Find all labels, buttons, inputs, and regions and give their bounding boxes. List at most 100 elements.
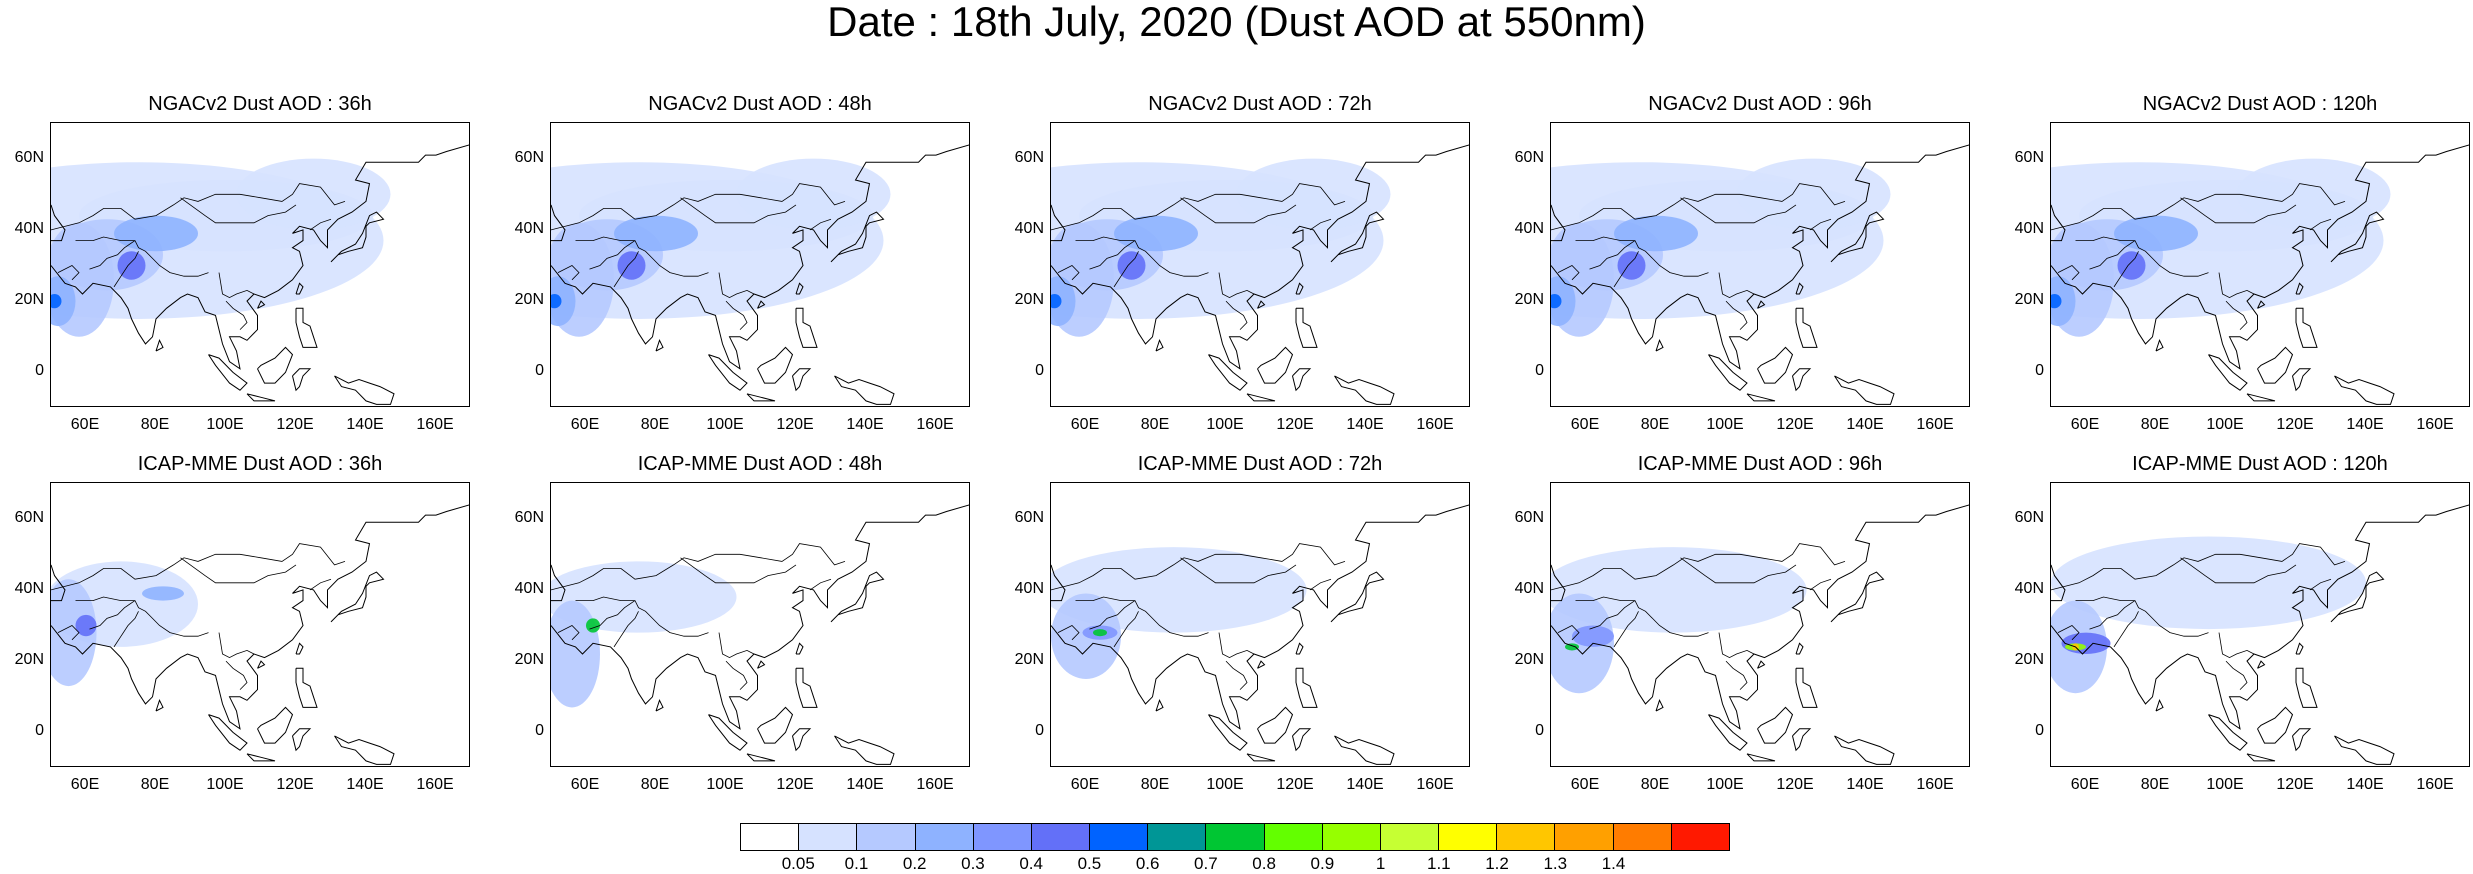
- island-outline: [792, 728, 812, 752]
- lon-tick-label: 60E: [2070, 776, 2100, 793]
- panel-title: NGACv2 Dust AOD : 48h: [648, 93, 872, 115]
- country-border: [1075, 236, 1209, 277]
- map-canvas: [50, 122, 470, 407]
- island-outline: [2257, 706, 2294, 744]
- island-outline: [334, 735, 395, 765]
- country-border: [589, 600, 636, 630]
- lat-tick-label: 60N: [514, 508, 544, 526]
- country-border: [725, 300, 748, 330]
- country-border: [2180, 557, 2297, 584]
- island-outline: [1708, 354, 1748, 391]
- country-border: [2218, 272, 2255, 299]
- colorbar-swatch: [1613, 824, 1672, 850]
- country-border: [1575, 596, 1709, 637]
- island-outline: [2295, 282, 2304, 295]
- lon-tick-label: 120E: [1776, 416, 1814, 433]
- colorbar: [740, 823, 1730, 851]
- country-border: [2180, 197, 2297, 224]
- map-panel: ICAP-MME Dust AOD : 96h 60N 40N 20N 0 60E 80E 1…: [1500, 452, 1980, 793]
- colorbar-swatch: [915, 824, 974, 850]
- island-outline: [1295, 282, 1304, 295]
- lon-tick-label: 160E: [916, 776, 954, 793]
- country-border: [2218, 632, 2255, 659]
- island-outline: [655, 338, 664, 352]
- map-panel: ICAP-MME Dust AOD : 48h 60N 40N 20N 0 60E 80E 1…: [500, 452, 980, 793]
- island-outline: [2330, 211, 2385, 263]
- island-outline: [246, 393, 276, 402]
- dust-plume: [142, 586, 184, 601]
- country-border: [2113, 251, 2139, 288]
- country-border: [218, 632, 255, 659]
- lon-tick-label: 60E: [70, 416, 100, 433]
- lon-tick-label: 140E: [1346, 416, 1384, 433]
- country-border: [575, 236, 709, 277]
- country-border: [309, 578, 332, 591]
- map-panel: NGACv2 Dust AOD : 72h 60N 40N 20N 0 60E 80E 100…: [1000, 92, 1480, 433]
- coastline: [51, 564, 66, 602]
- island-outline: [1334, 735, 1395, 765]
- lat-tick-label: 0: [1535, 722, 1544, 740]
- country-border: [1557, 625, 1580, 641]
- dust-plume: [1114, 215, 1198, 252]
- country-border: [51, 543, 346, 591]
- country-border: [1551, 183, 1846, 231]
- island-outline: [1708, 714, 1748, 751]
- island-outline: [257, 706, 294, 744]
- island-outline: [330, 571, 385, 623]
- island-outline: [2292, 728, 2312, 752]
- island-outline: [2246, 753, 2276, 762]
- lat-tick-label: 20N: [514, 651, 544, 669]
- country-border: [89, 240, 136, 270]
- dust-plume: [1617, 251, 1646, 280]
- lon-tick-label: 60E: [1570, 776, 1600, 793]
- country-border: [680, 197, 797, 224]
- country-border: [551, 543, 846, 591]
- country-border: [1809, 578, 1832, 591]
- coastline: [51, 504, 469, 730]
- country-border: [2225, 660, 2248, 690]
- country-border: [75, 236, 209, 277]
- dust-plume: [551, 276, 576, 327]
- lon-tick-label: 80E: [1140, 416, 1170, 433]
- colorbar-label: 1.4: [1601, 854, 1626, 873]
- country-border: [57, 625, 80, 641]
- island-outline: [1257, 346, 1294, 384]
- island-outline: [795, 642, 804, 655]
- lat-tick-label: 0: [1535, 362, 1544, 380]
- lon-tick-label: 120E: [776, 416, 814, 433]
- country-border: [75, 596, 209, 637]
- lat-tick-label: 0: [2035, 362, 2044, 380]
- colorbar-swatch: [1090, 824, 1149, 850]
- island-outline: [1834, 735, 1895, 765]
- dust-plume: [551, 294, 562, 309]
- lon-tick-label: 60E: [1570, 416, 1600, 433]
- island-outline: [1334, 375, 1395, 405]
- coastline: [551, 564, 566, 602]
- island-outline: [1795, 282, 1804, 295]
- coastline: [2051, 144, 2469, 370]
- island-outline: [795, 667, 818, 708]
- page-title: Date : 18th July, 2020 (Dust AOD at 550n…: [827, 0, 1646, 45]
- island-outline: [746, 393, 776, 402]
- island-outline: [757, 300, 766, 309]
- coastline: [1551, 504, 1969, 730]
- colorbar-swatch: [1380, 824, 1440, 850]
- dust-plume: [2051, 276, 2076, 327]
- map-canvas: [550, 122, 970, 407]
- country-border: [2309, 578, 2332, 591]
- country-border: [180, 557, 297, 584]
- country-border: [1180, 197, 1297, 224]
- map-canvas: [1050, 122, 1470, 407]
- country-border: [1551, 543, 1846, 591]
- dust-plume: [51, 276, 76, 327]
- map-canvas: [50, 482, 470, 767]
- map-canvas: [1550, 122, 1970, 407]
- island-outline: [295, 667, 318, 708]
- lat-tick-label: 40N: [514, 219, 544, 237]
- island-outline: [1830, 211, 1885, 263]
- lat-tick-label: 60N: [2014, 508, 2044, 526]
- country-border: [1051, 543, 1346, 591]
- lon-tick-label: 160E: [2416, 416, 2454, 433]
- lon-tick-label: 80E: [2140, 416, 2170, 433]
- country-border: [718, 632, 755, 659]
